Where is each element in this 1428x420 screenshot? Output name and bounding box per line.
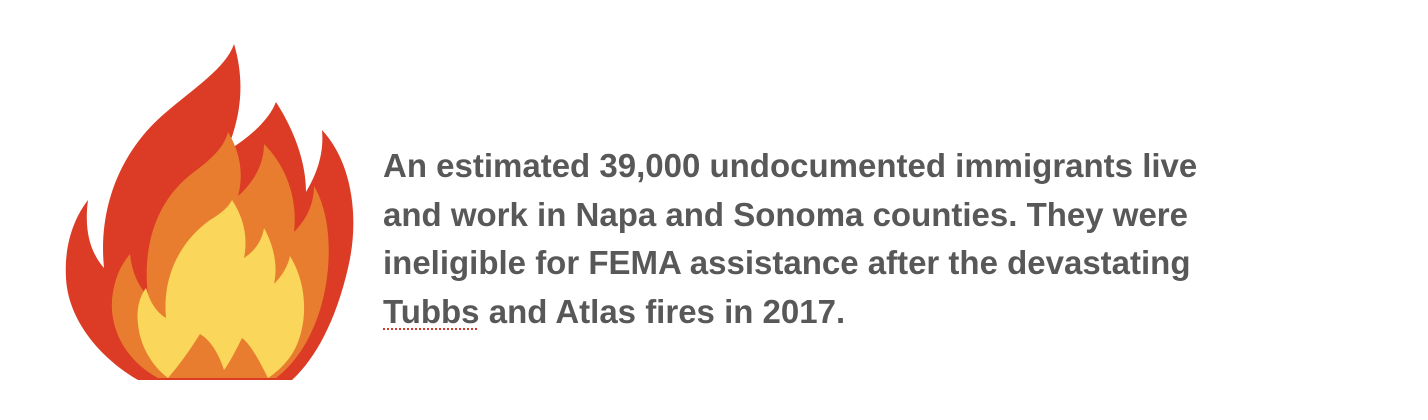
blurb-line-2: and work in Napa and Sonoma counties. Th… — [383, 195, 1189, 233]
blurb-line-4-rest: and Atlas fires in 2017. — [479, 292, 846, 330]
spellcheck-flagged-word[interactable]: Tubbs — [383, 292, 480, 330]
immigrants-fire-blurb: An estimated 39,000 undocumented immigra… — [383, 142, 1393, 336]
blurb-line-4: Tubbs and Atlas fires in 2017. — [383, 288, 1393, 337]
fire-icon — [65, 44, 354, 380]
blurb-line-1: An estimated 39,000 undocumented immigra… — [383, 147, 1198, 184]
flame-inner — [137, 200, 305, 378]
blurb-line-3: ineligible for FEMA assistance after the… — [383, 244, 1191, 281]
